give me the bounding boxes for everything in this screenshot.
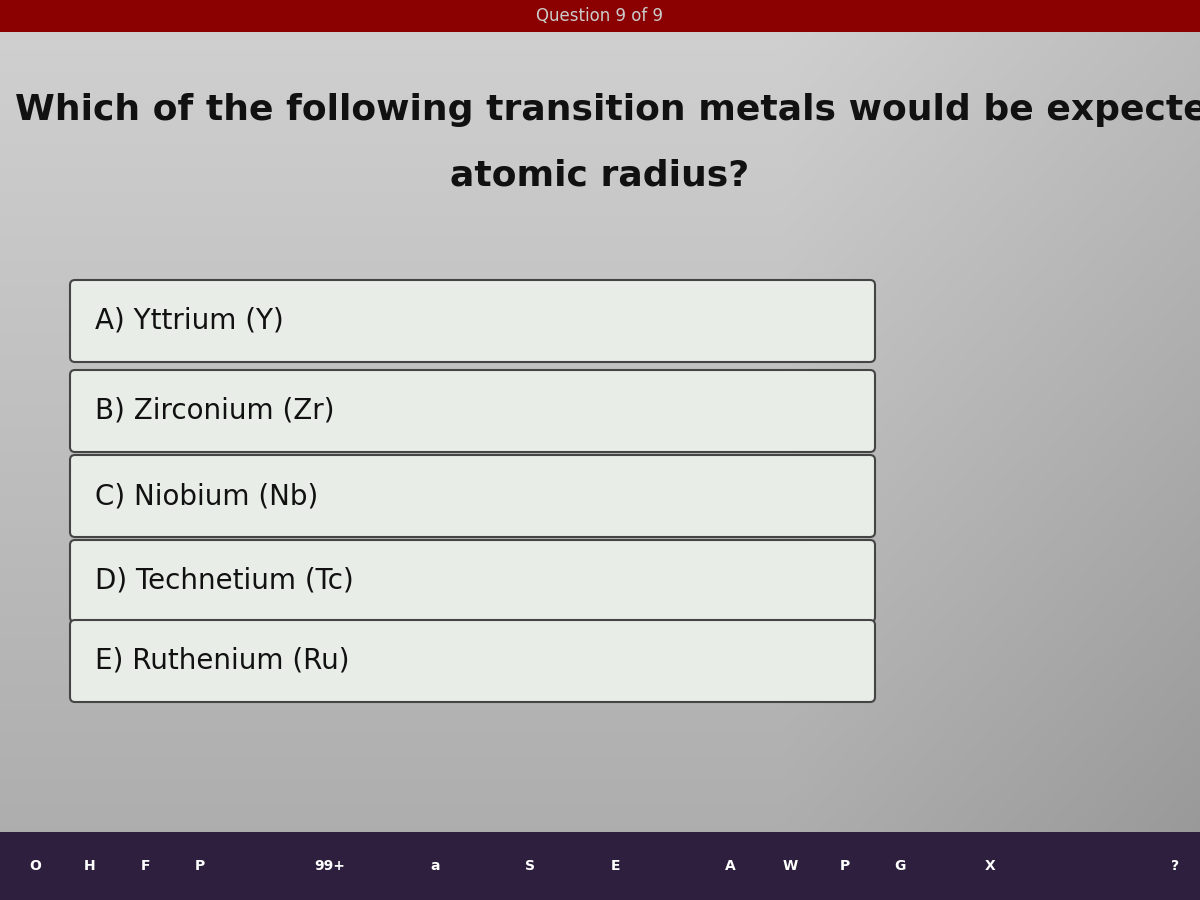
Text: F: F <box>140 859 150 873</box>
Text: ?: ? <box>1171 859 1180 873</box>
Text: X: X <box>985 859 995 873</box>
Text: P: P <box>194 859 205 873</box>
Bar <box>0 0 1200 32</box>
Text: B) Zirconium (Zr): B) Zirconium (Zr) <box>95 397 335 425</box>
Text: H: H <box>84 859 96 873</box>
Text: E) Ruthenium (Ru): E) Ruthenium (Ru) <box>95 647 349 675</box>
Text: E: E <box>611 859 619 873</box>
Text: A) Yttrium (Y): A) Yttrium (Y) <box>95 307 283 335</box>
Text: O: O <box>29 859 41 873</box>
Text: a: a <box>431 859 439 873</box>
Text: S: S <box>526 859 535 873</box>
Text: atomic radius?: atomic radius? <box>450 158 750 192</box>
FancyBboxPatch shape <box>70 280 875 362</box>
Bar <box>0 832 1200 900</box>
Text: D) Technetium (Tc): D) Technetium (Tc) <box>95 567 354 595</box>
Text: C) Niobium (Nb): C) Niobium (Nb) <box>95 482 318 510</box>
FancyBboxPatch shape <box>70 455 875 537</box>
Text: P: P <box>840 859 850 873</box>
FancyBboxPatch shape <box>70 620 875 702</box>
FancyBboxPatch shape <box>70 540 875 622</box>
Text: 99+: 99+ <box>314 859 346 873</box>
FancyBboxPatch shape <box>70 370 875 452</box>
Text: A: A <box>725 859 736 873</box>
Text: W: W <box>782 859 798 873</box>
Text: G: G <box>894 859 906 873</box>
Text: Which of the following transition metals would be expected to have the smallest: Which of the following transition metals… <box>14 93 1200 127</box>
Text: Question 9 of 9: Question 9 of 9 <box>536 7 664 25</box>
